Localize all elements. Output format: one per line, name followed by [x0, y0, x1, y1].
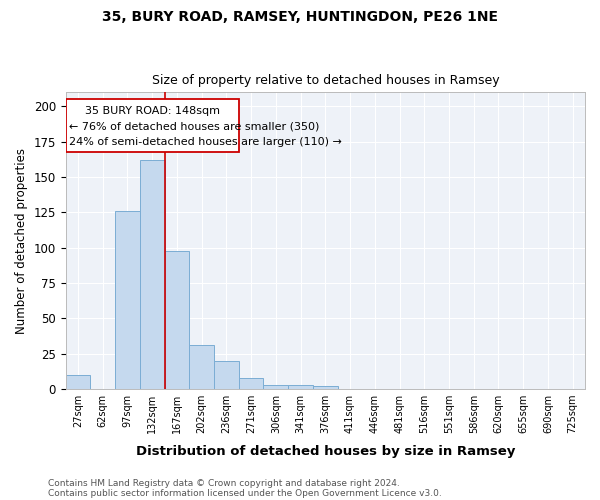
Bar — [140, 160, 164, 389]
Text: 35 BURY ROAD: 148sqm: 35 BURY ROAD: 148sqm — [85, 106, 220, 116]
Text: ← 76% of detached houses are smaller (350): ← 76% of detached houses are smaller (35… — [70, 122, 320, 132]
Bar — [263, 385, 288, 389]
Bar — [190, 345, 214, 389]
Text: 35, BURY ROAD, RAMSEY, HUNTINGDON, PE26 1NE: 35, BURY ROAD, RAMSEY, HUNTINGDON, PE26 … — [102, 10, 498, 24]
Bar — [65, 100, 239, 152]
Y-axis label: Number of detached properties: Number of detached properties — [15, 148, 28, 334]
Bar — [214, 361, 239, 389]
Bar — [239, 378, 263, 389]
Text: Contains HM Land Registry data © Crown copyright and database right 2024.: Contains HM Land Registry data © Crown c… — [48, 478, 400, 488]
Text: 24% of semi-detached houses are larger (110) →: 24% of semi-detached houses are larger (… — [70, 138, 342, 147]
Title: Size of property relative to detached houses in Ramsey: Size of property relative to detached ho… — [152, 74, 499, 87]
Bar — [288, 385, 313, 389]
Bar — [65, 375, 91, 389]
X-axis label: Distribution of detached houses by size in Ramsey: Distribution of detached houses by size … — [136, 444, 515, 458]
Bar — [115, 211, 140, 389]
Bar — [164, 250, 190, 389]
Text: Contains public sector information licensed under the Open Government Licence v3: Contains public sector information licen… — [48, 488, 442, 498]
Bar — [313, 386, 338, 389]
